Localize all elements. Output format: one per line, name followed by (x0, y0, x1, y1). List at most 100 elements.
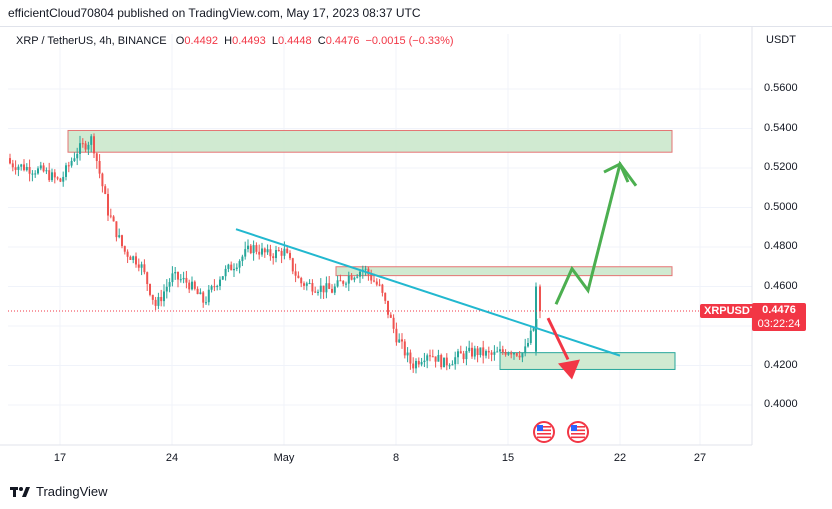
candle-body (415, 360, 417, 369)
candle-body (230, 264, 233, 271)
flag-stripe (571, 433, 585, 435)
candle-body (311, 283, 314, 292)
candle-body (465, 350, 468, 360)
candle-body (443, 357, 445, 368)
published-line: efficientCloud70804 published on Trading… (8, 6, 421, 20)
flag-stripe (537, 433, 551, 435)
candle-body (539, 286, 541, 311)
candle-body (325, 283, 328, 293)
candle-body (90, 136, 93, 145)
candle-body (429, 355, 431, 357)
candle-body (384, 292, 387, 301)
candle-body (314, 291, 317, 293)
candle-body (104, 186, 107, 194)
candle-body (28, 166, 31, 174)
time-tick-label: 24 (165, 452, 179, 464)
candle-body (199, 292, 202, 295)
candle-body (25, 166, 28, 171)
candle-body (339, 280, 342, 282)
candle-body (157, 296, 160, 306)
bearish-arrow-head (558, 359, 580, 380)
candle-body (149, 284, 151, 295)
bullish-projection-path (554, 160, 638, 305)
flag-stripe (571, 436, 585, 439)
candle-body (202, 292, 205, 303)
price-tick-label: 0.4200 (764, 358, 798, 371)
candle-body (272, 256, 275, 259)
candle-body (468, 347, 471, 351)
candle-body (303, 283, 305, 286)
candle-body (501, 349, 504, 352)
candle-body (445, 357, 448, 366)
candle-body (437, 355, 440, 362)
candle-body (137, 264, 140, 268)
candle-body (412, 363, 415, 369)
candle-body (219, 279, 221, 287)
candle-body (297, 275, 300, 279)
chart-area[interactable] (0, 26, 832, 509)
grid (8, 34, 752, 445)
candle-body (479, 347, 482, 356)
candle-body (255, 245, 258, 252)
candle-body (286, 248, 289, 253)
candle-body (434, 356, 437, 362)
candle-body (160, 296, 163, 302)
candle-body (115, 221, 118, 238)
candle-body (499, 349, 501, 352)
candle-body (300, 278, 303, 284)
candle-body (132, 256, 135, 260)
candle-body (216, 286, 219, 288)
candles (9, 133, 541, 374)
candle-body (333, 286, 336, 293)
candle-body (389, 314, 392, 318)
drawings (8, 160, 752, 380)
candle-body (462, 353, 465, 360)
tradingview-name: TradingView (36, 484, 108, 499)
candle-body (420, 362, 423, 365)
candle-body (146, 272, 149, 285)
candle-body (205, 302, 207, 304)
time-tick-label: 15 (501, 452, 515, 464)
candle-body (378, 284, 381, 286)
legend-low-label: L (271, 35, 278, 47)
candle-body (17, 166, 20, 170)
candle-body (504, 351, 507, 355)
candle-body (81, 143, 84, 145)
candle-body (193, 281, 196, 289)
candle-body (496, 351, 499, 353)
flag-stripe (537, 436, 551, 439)
price-tick-label: 0.4000 (764, 398, 798, 410)
candle-body (487, 351, 490, 353)
candle-body (269, 249, 272, 257)
candle-body (182, 277, 185, 280)
candle-body (191, 281, 193, 290)
candle-body (426, 355, 429, 361)
candle-body (56, 177, 59, 179)
flag-stripe (571, 429, 585, 432)
tradingview-brand[interactable]: TradingView (10, 484, 108, 499)
candle-body (224, 268, 227, 277)
candle-body (490, 352, 493, 355)
candle-body (258, 251, 261, 255)
candle-body (373, 280, 375, 282)
candle-body (238, 261, 241, 268)
candle-body (291, 258, 294, 272)
candle-body (381, 284, 384, 293)
candle-body (11, 163, 14, 168)
candle-body (277, 250, 280, 252)
candle-body (59, 178, 62, 182)
candle-body (163, 291, 165, 302)
candle-body (476, 348, 479, 356)
candle-body (241, 256, 244, 262)
bearish-arrow-shaft (546, 317, 570, 361)
time-tick-label: 17 (53, 452, 67, 464)
candle-body (401, 339, 403, 342)
candle-body (123, 246, 126, 252)
candle-body (165, 286, 168, 292)
currency-label: USDT (766, 34, 796, 46)
legend-open-label: O (175, 35, 185, 47)
candle-body (345, 283, 347, 285)
candle-body (48, 170, 51, 181)
candle-body (107, 193, 109, 216)
